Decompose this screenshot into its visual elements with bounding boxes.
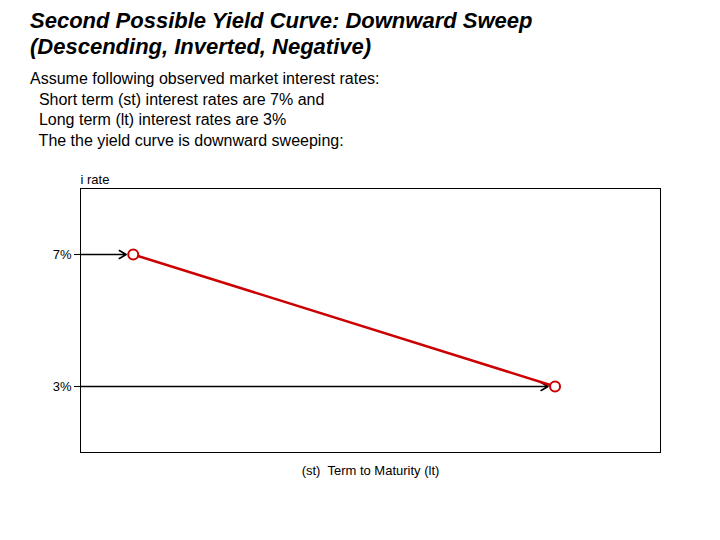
svg-text:7%: 7% (53, 247, 72, 262)
html-text:Second Possible Yield Curve: D: Second Possible Yield Curve: Downward Sw… (30, 8, 533, 33)
svg-text:i rate: i rate (81, 172, 110, 187)
html-text:The the yield curve is downwar: The the yield curve is downward sweeping… (30, 132, 344, 150)
html-text:Long term (lt) interest rates: Long term (lt) interest rates are 3% (30, 111, 287, 129)
html-text:Short term (st) interest rates: Short term (st) interest rates are 7% an… (30, 90, 325, 108)
svg-text:(st) Term to Maturity (lt): (st) Term to Maturity (lt) (302, 462, 440, 477)
html-text:(Descending, Inverted, Negativ: (Descending, Inverted, Negative) (30, 34, 372, 60)
html-text:Assume following observed mark: Assume following observed market interes… (30, 69, 380, 87)
svg-text:3%: 3% (53, 379, 72, 394)
